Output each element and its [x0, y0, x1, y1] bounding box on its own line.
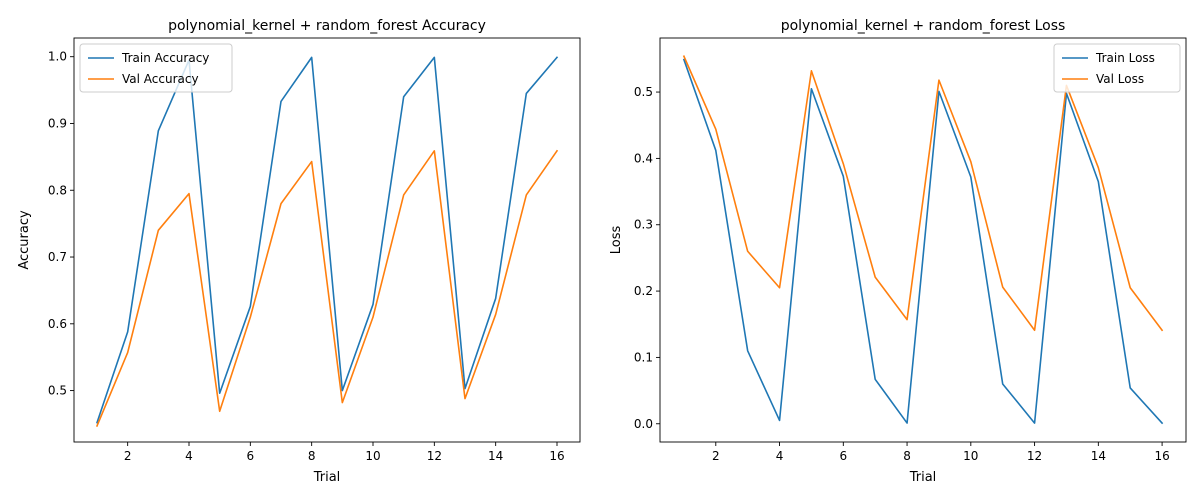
plot-frame — [73, 37, 581, 443]
x-tick-label: 14 — [488, 449, 503, 463]
y-tick-label: 1.0 — [48, 50, 67, 64]
chart-title: polynomial_kernel + random_forest Loss — [781, 18, 1066, 34]
series-line-train-accuracy — [95, 56, 559, 424]
y-tick-label: 0.9 — [48, 116, 67, 130]
series-line-val-loss — [682, 55, 1164, 332]
x-tick-label: 8 — [903, 449, 911, 463]
y-axis-label: Loss — [609, 226, 624, 255]
x-tick-label: 6 — [839, 449, 847, 463]
chart-title: polynomial_kernel + random_forest Accura… — [168, 18, 486, 34]
legend-label: Train Accuracy — [121, 51, 209, 65]
y-tick-label: 0.3 — [634, 218, 653, 232]
x-tick-label: 16 — [549, 449, 564, 463]
x-tick-label: 8 — [308, 449, 316, 463]
y-tick-label: 0.7 — [48, 250, 67, 264]
y-tick-label: 0.6 — [48, 317, 67, 331]
x-tick-label: 4 — [185, 449, 193, 463]
plot-frame — [659, 37, 1187, 443]
y-tick-label: 0.5 — [634, 85, 653, 99]
x-tick-label: 16 — [1154, 449, 1169, 463]
x-axis-label: Trial — [313, 470, 341, 485]
x-tick-label: 12 — [427, 449, 442, 463]
legend: Train Loss Val Loss — [1053, 43, 1181, 93]
y-tick-label: 0.4 — [634, 151, 653, 165]
x-tick-label: 10 — [963, 449, 978, 463]
series-line-train-loss — [682, 58, 1164, 425]
y-tick-label: 0.5 — [48, 384, 67, 398]
y-tick-label: 0.1 — [634, 350, 653, 364]
x-tick-label: 6 — [247, 449, 255, 463]
x-tick-label: 14 — [1091, 449, 1106, 463]
x-tick-label: 12 — [1027, 449, 1042, 463]
legend-box — [79, 43, 233, 93]
y-axis-label: Accuracy — [17, 210, 32, 270]
x-tick-label: 2 — [712, 449, 720, 463]
x-tick-label: 10 — [365, 449, 380, 463]
legend-label: Train Loss — [1095, 51, 1155, 65]
legend-box — [1053, 43, 1181, 93]
y-tick-label: 0.8 — [48, 183, 67, 197]
legend: Train Accuracy Val Accuracy — [79, 43, 233, 93]
legend-label: Val Accuracy — [122, 72, 199, 86]
chart-panel-2: polynomial_kernel + random_forest Loss 2 4… — [609, 18, 1187, 485]
series-line-val-accuracy — [95, 149, 559, 428]
legend-label: Val Loss — [1096, 72, 1144, 86]
y-tick-label: 0.2 — [634, 284, 653, 298]
y-tick-label: 0.0 — [634, 417, 653, 431]
x-axis-label: Trial — [909, 470, 937, 485]
chart-panel-1: polynomial_kernel + random_forest Accura… — [17, 18, 581, 485]
x-tick-label: 2 — [124, 449, 132, 463]
x-tick-label: 4 — [776, 449, 784, 463]
